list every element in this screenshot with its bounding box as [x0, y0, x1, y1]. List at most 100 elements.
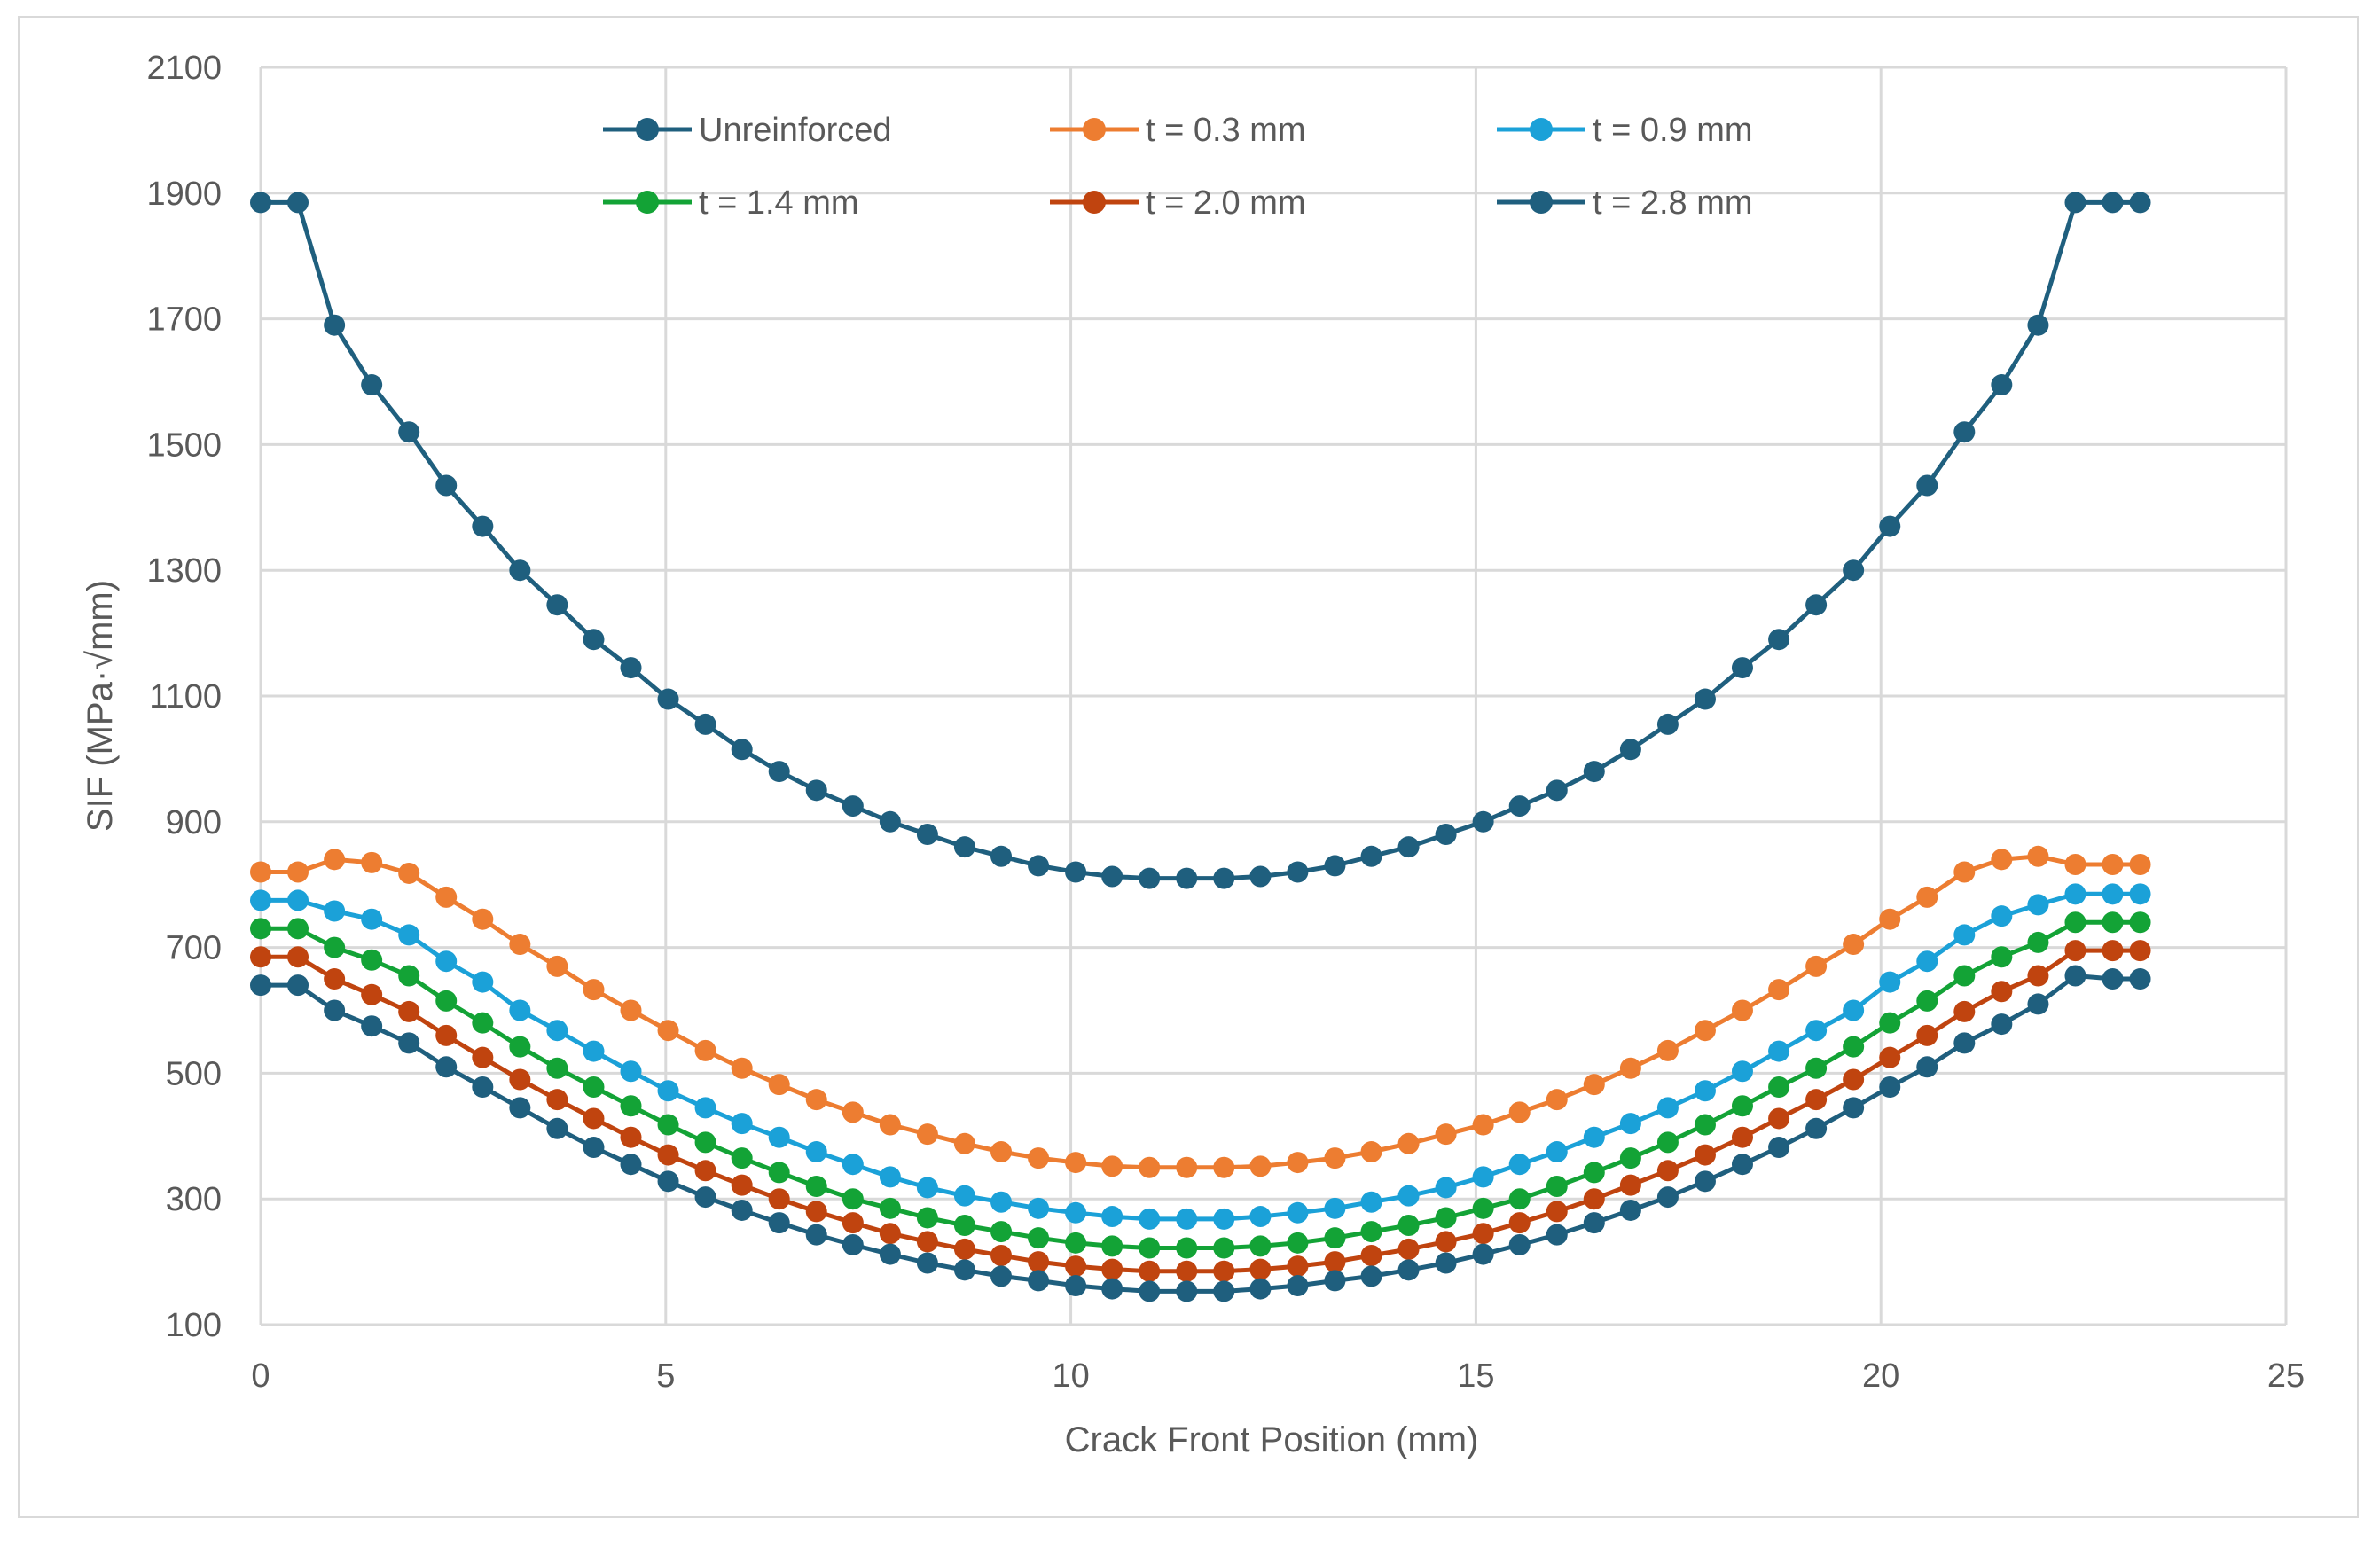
data-point — [1397, 1259, 1420, 1281]
data-point — [1213, 1280, 1235, 1302]
data-point — [2102, 854, 2124, 876]
legend-item: t = 0.3 mm — [1050, 112, 1306, 149]
data-point — [1213, 1156, 1235, 1178]
data-point — [842, 1188, 864, 1210]
data-point — [1583, 1212, 1605, 1234]
data-point — [1324, 1147, 1346, 1169]
data-point — [1694, 688, 1716, 710]
data-point — [805, 1201, 827, 1223]
data-point — [1360, 1265, 1382, 1287]
data-point — [1176, 1208, 1198, 1230]
data-point — [1619, 739, 1641, 761]
data-point — [1176, 1156, 1198, 1178]
data-point — [1805, 1020, 1828, 1042]
data-point — [546, 1020, 568, 1042]
data-point — [1583, 1162, 1605, 1184]
series-t-0-9-mm — [250, 883, 2151, 1230]
y-axis-title: SIF (MPa·√mm) — [81, 580, 120, 832]
data-point — [1805, 1089, 1828, 1111]
data-point — [287, 861, 309, 883]
y-tick-label: 1100 — [149, 678, 222, 716]
data-point — [1397, 1214, 1420, 1236]
data-point — [1583, 1188, 1605, 1210]
data-point — [1694, 1080, 1716, 1102]
data-point — [2129, 940, 2151, 962]
data-point — [657, 688, 679, 710]
data-point — [1435, 1231, 1457, 1253]
legend-label: t = 2.0 mm — [1146, 184, 1306, 222]
data-point — [1619, 1057, 1641, 1079]
data-point — [1694, 1170, 1716, 1193]
data-point — [1508, 1188, 1531, 1210]
data-point — [1435, 1252, 1457, 1274]
data-point — [1435, 1207, 1457, 1229]
legend-label: t = 1.4 mm — [699, 184, 859, 222]
y-tick-label: 1500 — [146, 426, 222, 464]
data-point — [990, 1141, 1013, 1163]
y-tick-label: 1700 — [146, 301, 222, 339]
data-point — [657, 1020, 679, 1042]
y-tick-label: 1300 — [146, 552, 222, 590]
data-point — [1065, 1275, 1087, 1297]
data-point — [2102, 192, 2124, 214]
data-point — [768, 1212, 790, 1234]
data-point — [1324, 855, 1346, 877]
data-point — [1508, 1233, 1531, 1255]
series-line — [261, 854, 2141, 1170]
data-point — [1879, 1076, 1901, 1098]
data-point — [250, 889, 271, 911]
data-point — [509, 934, 531, 956]
data-point — [1991, 849, 2013, 871]
data-point — [2129, 911, 2151, 934]
data-point — [1139, 1237, 1161, 1259]
data-point — [1656, 1186, 1679, 1209]
data-point — [398, 862, 420, 884]
data-point — [842, 1154, 864, 1176]
data-point — [953, 1259, 975, 1281]
data-point — [694, 713, 716, 735]
data-point — [583, 1076, 605, 1098]
data-point — [472, 971, 494, 993]
data-point — [1472, 810, 1494, 833]
series-t-0-3-mm — [250, 845, 2151, 1178]
legend-item: t = 2.0 mm — [1050, 184, 1306, 222]
series-t-2-0-mm — [250, 940, 2151, 1282]
series-t-2-8-mm — [250, 965, 2151, 1302]
data-point — [1694, 1020, 1716, 1042]
x-tick-labels: 0 5 10 15 20 25 — [251, 1357, 2305, 1395]
data-point — [1916, 950, 1938, 973]
data-point — [250, 861, 271, 883]
data-point — [1546, 779, 1568, 802]
data-point — [2064, 192, 2086, 214]
data-point — [2129, 854, 2151, 876]
data-point — [361, 908, 383, 930]
x-tick-label: 25 — [2267, 1357, 2305, 1395]
data-point — [250, 974, 271, 997]
data-point — [1028, 1147, 1050, 1169]
data-point — [435, 950, 458, 973]
data-point — [694, 1131, 716, 1154]
data-point — [1287, 1232, 1309, 1254]
data-point — [472, 908, 494, 930]
data-point — [1249, 865, 1272, 888]
data-point — [1916, 1024, 1938, 1046]
data-point — [1991, 946, 2013, 968]
data-point — [509, 559, 531, 582]
data-point — [472, 1012, 494, 1034]
data-point — [1805, 955, 1828, 977]
legend-label: t = 0.3 mm — [1146, 112, 1306, 149]
data-point — [620, 657, 642, 679]
data-point — [1843, 1097, 1865, 1119]
y-tick-label: 500 — [166, 1055, 222, 1092]
data-point — [1546, 1089, 1568, 1111]
data-point — [1546, 1224, 1568, 1246]
y-tick-label: 2100 — [146, 50, 222, 87]
series-unreinforced — [250, 192, 2151, 889]
data-point — [1176, 1260, 1198, 1282]
data-point — [361, 983, 383, 1005]
data-point — [509, 999, 531, 1021]
data-point — [1287, 1275, 1309, 1297]
data-point — [842, 1101, 864, 1123]
data-point — [1768, 979, 1790, 1001]
